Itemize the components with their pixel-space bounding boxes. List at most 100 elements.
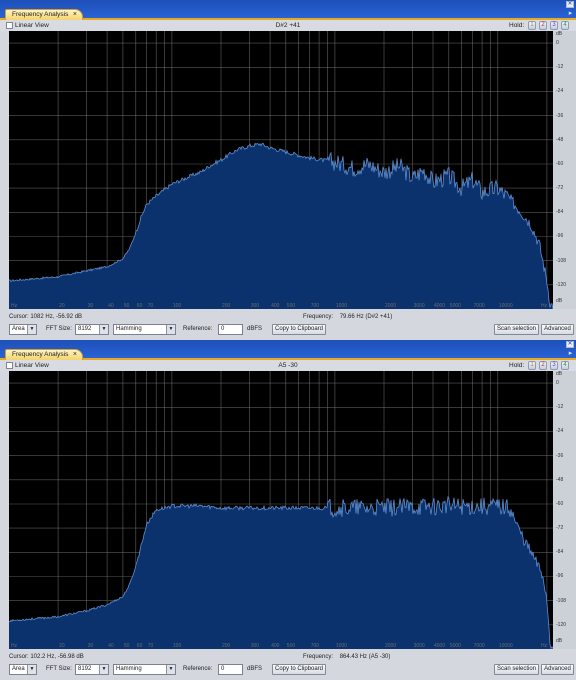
db-tick-label: -108: [556, 257, 567, 264]
db-tick-label: -48: [556, 476, 564, 483]
note-readout: A5 -30: [278, 362, 298, 369]
area-value: Area: [12, 326, 25, 332]
hold-button-4[interactable]: 4: [561, 361, 569, 370]
reference-label: Reference:: [183, 326, 213, 332]
frequency-tick-label: 500: [287, 643, 296, 649]
area-select[interactable]: Area ▼: [9, 664, 37, 675]
frequency-readout: Frequency: 864.43 Hz (A5 -30): [303, 653, 390, 661]
tab-close-icon[interactable]: ×: [72, 11, 77, 18]
db-tick-label: -96: [556, 573, 564, 580]
spectrum-chart: 20 30 40 50 60 70 100 200 300 400 500 700 1000 2000 30…: [9, 371, 553, 649]
advanced-button[interactable]: Advanced: [541, 664, 574, 675]
options-bar: Linear View A5 -30 Hold: 1 2 3 4: [0, 360, 576, 371]
frequency-tick-label: 3000: [414, 303, 425, 309]
hold-button-2[interactable]: 2: [539, 21, 547, 30]
hold-button-1[interactable]: 1: [528, 361, 536, 370]
frequency-tick-label: 700: [311, 303, 320, 309]
spectrum-line: [9, 495, 553, 649]
frequency-tick-label: 200: [222, 303, 231, 309]
x-axis-unit-label: Hz: [11, 303, 18, 309]
fft-size-select[interactable]: 8192 ▼: [75, 664, 109, 675]
panel-menu-icon[interactable]: ▸: [568, 10, 573, 17]
readout-bar: Cursor: 1082 Hz, -56.92 dB Frequency: 79…: [0, 313, 576, 322]
db-tick-label: -60: [556, 500, 564, 507]
frequency-tick-label: 50: [124, 643, 130, 649]
window-value: Hamming: [116, 666, 142, 672]
tab-frequency-analysis[interactable]: Frequency Analysis ×: [5, 349, 83, 360]
frequency-tick-label: 10000: [499, 303, 513, 309]
frequency-tick-label: 5000: [450, 643, 461, 649]
tab-frequency-analysis[interactable]: Frequency Analysis ×: [5, 9, 83, 20]
cursor-readout: Cursor: 102.2 Hz, -56.98 dB: [9, 653, 84, 661]
hold-button-4[interactable]: 4: [561, 21, 569, 30]
frequency-tick-label: 1000: [336, 643, 347, 649]
db-tick-label: -108: [556, 597, 567, 604]
db-scale-unit-label: dB: [556, 298, 563, 304]
reference-input[interactable]: 0: [218, 664, 243, 675]
chevron-down-icon: ▼: [99, 665, 108, 674]
panel-menu-icon[interactable]: ▸: [568, 350, 573, 357]
panel-title-bar: ✕ ▸ Frequency Analysis ×: [0, 0, 576, 20]
frequency-tick-label: 3000: [414, 643, 425, 649]
tab-close-icon[interactable]: ×: [72, 351, 77, 358]
x-axis-unit-label: Hz: [11, 643, 18, 649]
spectrum-area: [9, 143, 553, 309]
frequency-value: 79.66 Hz (D#2 +41): [339, 314, 393, 320]
chevron-down-icon: ▼: [27, 325, 36, 334]
copy-to-clipboard-button[interactable]: Copy to Clipboard: [272, 664, 326, 675]
chevron-down-icon: ▼: [27, 665, 36, 674]
db-scale-strip[interactable]: dB 0 -12 -24 -36 -48 -60 -72 -84 -96 -108 -120 dB: [553, 31, 576, 309]
fft-size-value: 8192: [78, 666, 92, 672]
frequency-tick-label: 60: [137, 303, 143, 309]
frequency-tick-label: 400: [271, 303, 280, 309]
db-scale-strip[interactable]: dB 0 -12 -24 -36 -48 -60 -72 -84 -96 -108 -120 dB: [553, 371, 576, 649]
panel-close-icon[interactable]: ✕: [566, 1, 574, 8]
control-bar: Area ▼ FFT Size: 8192 ▼ Hamming ▼ Reference…: [0, 662, 576, 677]
spectrum-plot[interactable]: 20 30 40 50 60 70 100 200 300 400 500 700 1000 2000 30…: [9, 31, 553, 309]
hold-button-3[interactable]: 3: [550, 361, 558, 370]
linear-view-label: Linear View: [15, 22, 49, 29]
fft-size-value: 8192: [78, 326, 92, 332]
note-readout: D#2 +41: [275, 22, 301, 29]
hold-label: Hold:: [509, 22, 525, 29]
linear-view-checkbox[interactable]: [6, 22, 13, 29]
reference-label: Reference:: [183, 666, 213, 672]
hold-label: Hold:: [509, 362, 525, 369]
db-tick-label: -84: [556, 209, 564, 216]
db-tick-label: 0: [556, 380, 559, 387]
linear-view-checkbox[interactable]: [6, 362, 13, 369]
dbfs-label: dBFS: [247, 666, 263, 672]
window-select[interactable]: Hamming ▼: [113, 324, 176, 335]
frequency-tick-label: 30: [88, 643, 94, 649]
fft-size-label: FFT Size:: [46, 326, 72, 332]
frequency-tick-label: 20: [59, 643, 65, 649]
fft-size-select[interactable]: 8192 ▼: [75, 324, 109, 335]
frequency-tick-label: 70: [148, 303, 154, 309]
copy-to-clipboard-button[interactable]: Copy to Clipboard: [272, 324, 326, 335]
frequency-tick-label: 500: [287, 303, 296, 309]
frequency-tick-label: 30: [88, 303, 94, 309]
db-tick-label: -84: [556, 549, 564, 556]
hold-button-1[interactable]: 1: [528, 21, 536, 30]
db-scale-unit-label: dB: [556, 638, 563, 644]
frequency-readout: Frequency: 79.66 Hz (D#2 +41): [303, 313, 392, 321]
area-select[interactable]: Area ▼: [9, 324, 37, 335]
spectrum-plot[interactable]: 20 30 40 50 60 70 100 200 300 400 500 700 1000 2000 30…: [9, 371, 553, 649]
scan-selection-button[interactable]: Scan selection: [494, 324, 539, 335]
hold-button-2[interactable]: 2: [539, 361, 547, 370]
db-tick-label: -24: [556, 428, 564, 435]
reference-input[interactable]: 0: [218, 324, 243, 335]
frequency-tick-label: 200: [222, 643, 231, 649]
advanced-button[interactable]: Advanced: [541, 324, 574, 335]
db-tick-label: -48: [556, 136, 564, 143]
window-select[interactable]: Hamming ▼: [113, 664, 176, 675]
frequency-tick-label: 7000: [474, 303, 485, 309]
scan-selection-button[interactable]: Scan selection: [494, 664, 539, 675]
db-tick-label: -24: [556, 88, 564, 95]
frequency-tick-label: 4000: [434, 643, 445, 649]
hold-button-3[interactable]: 3: [550, 21, 558, 30]
panel-close-icon[interactable]: ✕: [566, 341, 574, 348]
panel-title-bar: ✕ ▸ Frequency Analysis ×: [0, 340, 576, 360]
frequency-tick-label: 400: [271, 643, 280, 649]
db-tick-label: -72: [556, 185, 564, 192]
